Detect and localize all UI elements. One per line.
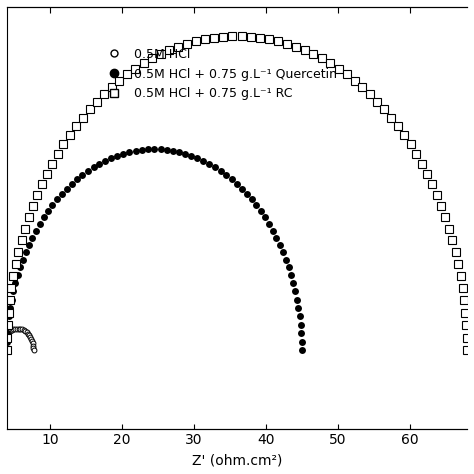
X-axis label: Z' (ohm.cm²): Z' (ohm.cm²) (192, 453, 282, 467)
Legend: 0.5M HCl, 0.5M HCl + 0.75 g.L⁻¹ Quercetin, 0.5M HCl + 0.75 g.L⁻¹ RC: 0.5M HCl, 0.5M HCl + 0.75 g.L⁻¹ Querceti… (96, 43, 341, 105)
